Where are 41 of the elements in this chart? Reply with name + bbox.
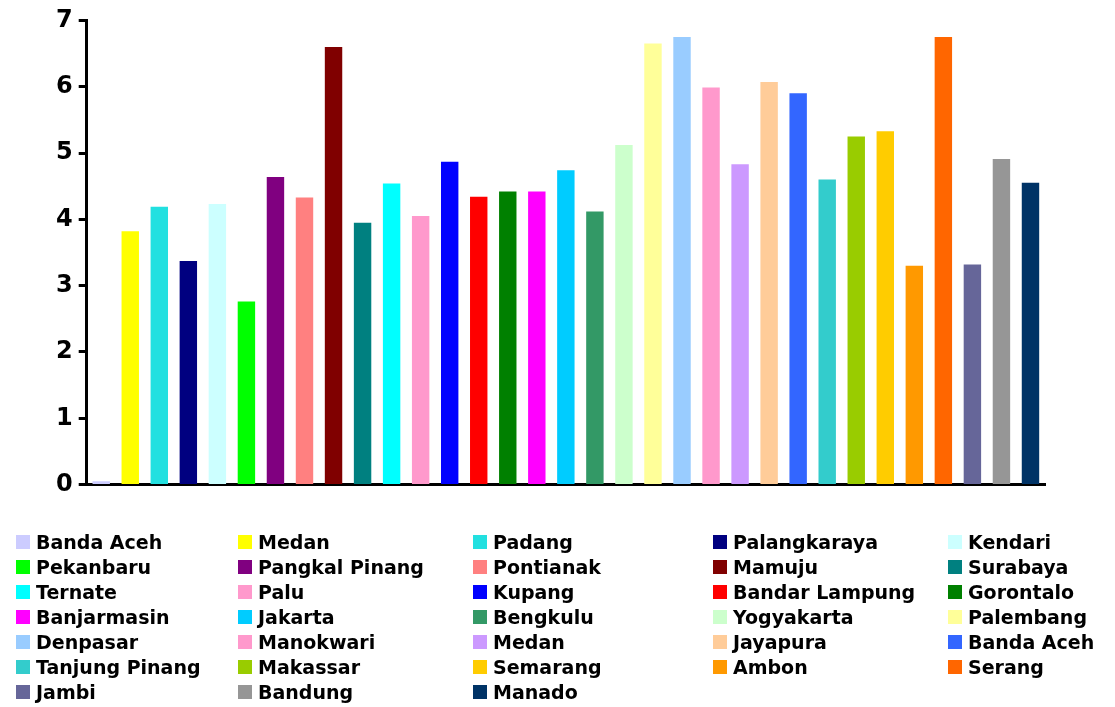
y-tick-label: 3 (56, 269, 73, 298)
y-tick-label: 5 (56, 137, 73, 166)
legend-label: Serang (968, 656, 1044, 678)
y-tick-label: 2 (56, 336, 73, 365)
legend-label: Tanjung Pinang (36, 656, 201, 678)
legend-label: Kendari (968, 531, 1052, 553)
legend-label: Bandung (258, 681, 354, 703)
legend-label: Semarang (493, 656, 602, 678)
legend-label: Manado (493, 681, 578, 703)
legend-label: Banda Aceh (968, 631, 1095, 653)
legend-label: Palembang (968, 606, 1087, 628)
legend-label: Banda Aceh (36, 531, 163, 553)
legend-label: Bandar Lampung (733, 581, 916, 603)
legend-label: Gorontalo (968, 581, 1075, 603)
legend-label: Kupang (493, 581, 575, 603)
legend-label: Surabaya (968, 556, 1069, 578)
legend-label: Manokwari (258, 631, 376, 653)
y-tick-label: 1 (56, 402, 73, 431)
legend-label: Palangkaraya (733, 531, 878, 553)
legend-label: Yogyakarta (733, 606, 854, 628)
legend-label: Mamuju (733, 556, 819, 578)
legend-label: Ternate (36, 581, 118, 603)
legend-label: Padang (493, 531, 573, 553)
legend-label: Ambon (733, 656, 808, 678)
legend-label: Pekanbaru (36, 556, 152, 578)
y-tick-label: 7 (56, 4, 73, 33)
legend-label: Pangkal Pinang (258, 556, 424, 578)
legend-label: Jayapura (733, 631, 827, 653)
legend-label: Jambi (36, 681, 96, 703)
legend-label: Medan (258, 531, 330, 553)
legend-label: Pontianak (493, 556, 601, 578)
legend-label: Banjarmasin (36, 606, 170, 628)
y-tick-label: 0 (56, 468, 73, 497)
legend-label: Palu (258, 581, 305, 603)
legend-label: Denpasar (36, 631, 139, 653)
legend-label: Medan (493, 631, 565, 653)
legend-label: Jakarta (258, 606, 335, 628)
y-tick-label: 4 (56, 203, 73, 232)
legend-label: Makassar (258, 656, 360, 678)
legend-label: Bengkulu (493, 606, 594, 628)
y-tick-label: 6 (56, 70, 73, 99)
